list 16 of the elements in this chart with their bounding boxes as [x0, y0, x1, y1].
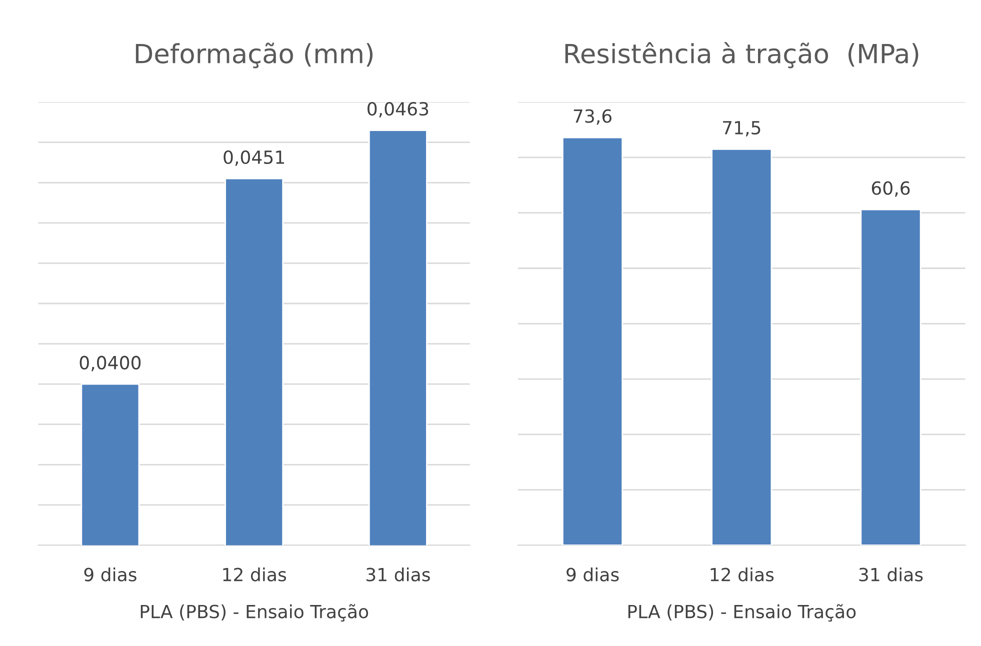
- chart-title: Deformação (mm): [136, 42, 373, 68]
- data-label: 0,0400: [80, 356, 141, 372]
- x-tick-label: 12 dias: [223, 567, 286, 582]
- data-label: 0,0451: [224, 150, 284, 166]
- data-label: 60,6: [872, 181, 910, 197]
- x-tick-label: 31 dias: [366, 567, 430, 582]
- x-axis-title: PLA (PBS) - Ensaio Tração: [140, 604, 368, 622]
- x-tick-label: 9 dias: [566, 567, 619, 582]
- data-label: 71,5: [723, 121, 760, 136]
- x-tick-label: 12 dias: [710, 567, 774, 582]
- chart-title: Resistência à tração (MPa): [565, 42, 918, 68]
- data-label: 73,6: [574, 109, 612, 125]
- x-tick-label: 9 dias: [84, 567, 136, 582]
- x-tick-label: 31 dias: [859, 567, 923, 582]
- x-axis-title: PLA (PBS) - Ensaio Tração: [628, 604, 856, 622]
- data-label: 0,0463: [368, 102, 428, 118]
